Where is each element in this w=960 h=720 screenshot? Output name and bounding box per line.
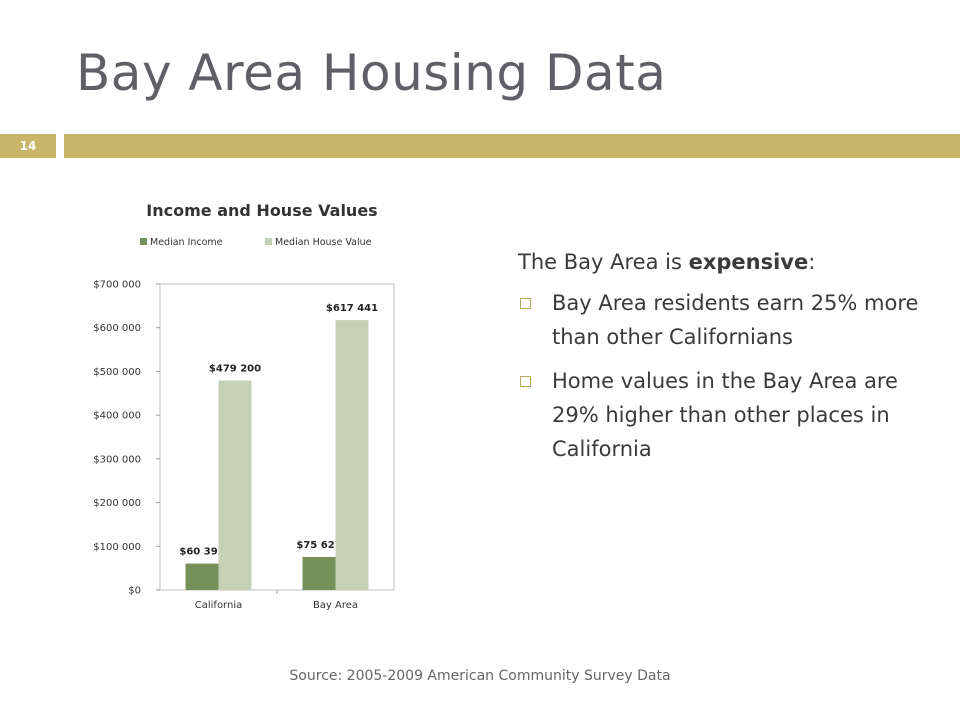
bar bbox=[335, 320, 369, 590]
y-tick-label: $600 000 bbox=[93, 323, 141, 334]
bar bbox=[218, 380, 252, 590]
bar bbox=[302, 556, 336, 590]
bullet-item: Home values in the Bay Area are 29% high… bbox=[518, 364, 938, 466]
intro-line: The Bay Area is expensive: bbox=[518, 250, 938, 274]
y-tick-label: $200 000 bbox=[93, 498, 141, 509]
y-tick-label: $400 000 bbox=[93, 411, 141, 422]
legend-swatch bbox=[265, 238, 272, 245]
income-house-chart: Income and House Values Median Income Medi… bbox=[80, 190, 400, 620]
data-label: $479 200 bbox=[209, 364, 261, 375]
intro-suffix: : bbox=[808, 250, 816, 274]
slide-title: Bay Area Housing Data bbox=[76, 44, 667, 102]
x-tick-label: California bbox=[195, 600, 243, 611]
y-tick-label: $500 000 bbox=[93, 367, 141, 378]
source-note: Source: 2005-2009 American Community Sur… bbox=[289, 668, 671, 684]
data-label: $75 627 bbox=[296, 540, 341, 551]
intro-prefix: The Bay Area is bbox=[518, 250, 689, 274]
summary-text: The Bay Area is expensive: Bay Area resi… bbox=[518, 250, 938, 476]
bar bbox=[185, 563, 219, 590]
y-tick-label: $700 000 bbox=[93, 280, 141, 291]
y-tick-label: $100 000 bbox=[93, 542, 141, 553]
intro-emphasis: expensive bbox=[688, 250, 809, 274]
chart-svg: Income and House Values Median Income Medi… bbox=[93, 201, 395, 611]
legend-swatch bbox=[140, 238, 147, 245]
bullet-text: Home values in the Bay Area are 29% high… bbox=[552, 369, 898, 461]
square-bullet-icon bbox=[520, 298, 531, 309]
bullet-item: Bay Area residents earn 25% more than ot… bbox=[518, 286, 938, 354]
chart-title: Income and House Values bbox=[146, 201, 377, 220]
y-tick-label: $0 bbox=[128, 586, 141, 597]
legend-label: Median Income bbox=[150, 237, 223, 248]
slide-number-band bbox=[0, 134, 56, 158]
square-bullet-icon bbox=[520, 376, 531, 387]
x-tick-label: Bay Area bbox=[313, 600, 358, 611]
y-tick-label: $300 000 bbox=[93, 454, 141, 465]
bullet-text: Bay Area residents earn 25% more than ot… bbox=[552, 291, 919, 349]
data-label: $60 392 bbox=[179, 547, 224, 558]
bullet-list: Bay Area residents earn 25% more than ot… bbox=[518, 286, 938, 466]
legend-label: Median House Value bbox=[275, 237, 372, 248]
slide-number: 14 bbox=[19, 139, 37, 153]
data-label: $617 441 bbox=[326, 303, 378, 314]
header-band bbox=[64, 134, 960, 158]
